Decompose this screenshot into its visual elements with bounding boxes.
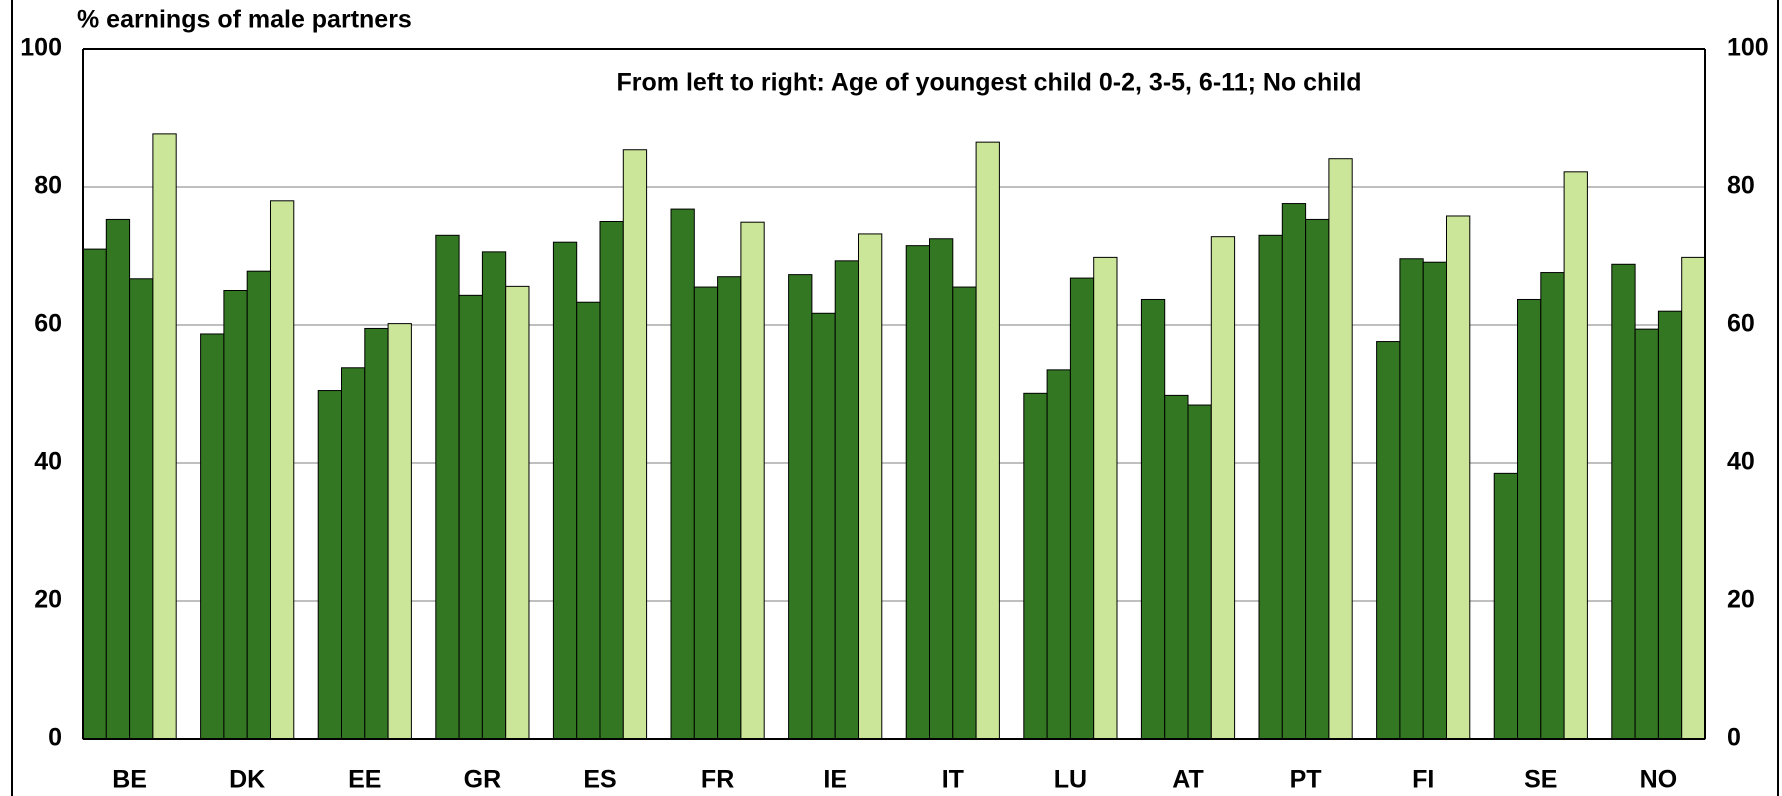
- x-tick-label: SE: [1524, 766, 1557, 794]
- bar: [1258, 234, 1283, 740]
- bar: [717, 276, 742, 740]
- bar: [435, 234, 460, 740]
- bar: [576, 301, 601, 740]
- x-tick-label: IT: [942, 766, 964, 794]
- bar: [1023, 392, 1048, 740]
- y-tick-label: 80: [34, 172, 62, 200]
- y2-tick-label: 40: [1727, 448, 1755, 476]
- bar: [1611, 263, 1636, 740]
- bar: [152, 133, 177, 740]
- bar: [1540, 272, 1565, 740]
- bar: [1493, 472, 1519, 740]
- bar: [129, 278, 154, 740]
- bar: [693, 286, 719, 740]
- y2-tick-label: 100: [1727, 34, 1769, 62]
- y2-tick-label: 0: [1727, 724, 1741, 752]
- bar: [622, 149, 648, 740]
- y-tick-label: 100: [20, 34, 62, 62]
- bar: [975, 141, 1000, 740]
- bar: [952, 286, 977, 740]
- bar: [317, 390, 342, 740]
- x-tick-label: AT: [1172, 766, 1203, 794]
- bar: [788, 274, 813, 740]
- bar: [1446, 215, 1471, 740]
- bar: [1140, 298, 1166, 740]
- y-tick-label: 0: [48, 724, 62, 752]
- bar: [857, 233, 883, 740]
- bar: [1046, 369, 1071, 740]
- bar: [929, 238, 954, 740]
- bar: [364, 327, 389, 740]
- x-tick-label: BE: [112, 766, 147, 794]
- bar: [834, 260, 859, 740]
- bar: [340, 367, 366, 740]
- x-tick-label: FI: [1412, 766, 1434, 794]
- bar: [481, 251, 507, 740]
- bar: [223, 290, 248, 740]
- y-tick-label: 20: [34, 586, 62, 614]
- bar: [387, 323, 412, 740]
- bar: [1164, 394, 1189, 740]
- bar: [1399, 258, 1424, 740]
- bar: [1187, 404, 1212, 740]
- bar: [905, 245, 931, 740]
- bar: [1305, 218, 1330, 740]
- bar: [1517, 298, 1542, 740]
- x-tick-label: IE: [823, 766, 847, 794]
- bar: [246, 270, 271, 740]
- bar: [269, 200, 295, 740]
- x-tick-label: PT: [1290, 766, 1322, 794]
- bar: [811, 312, 836, 740]
- bar: [505, 285, 530, 740]
- bar: [1328, 158, 1353, 740]
- y2-tick-label: 60: [1727, 310, 1755, 338]
- x-tick-label: DK: [229, 766, 265, 794]
- bar: [552, 241, 578, 740]
- bar: [105, 218, 131, 740]
- bar: [1634, 328, 1659, 740]
- bar: [458, 294, 483, 740]
- y-tick-label: 40: [34, 448, 62, 476]
- bar: [670, 208, 695, 740]
- x-tick-label: FR: [701, 766, 734, 794]
- x-tick-label: EE: [348, 766, 381, 794]
- x-tick-label: ES: [583, 766, 616, 794]
- bar: [1657, 310, 1683, 740]
- chart-title: % earnings of male partners: [77, 6, 412, 34]
- bar: [1563, 171, 1588, 740]
- bar: [1281, 203, 1307, 740]
- x-tick-label: NO: [1640, 766, 1678, 794]
- x-tick-label: LU: [1054, 766, 1087, 794]
- bar: [740, 221, 765, 740]
- bar: [200, 333, 225, 740]
- bar: [1069, 277, 1095, 740]
- bar: [599, 221, 624, 740]
- bar: [1210, 236, 1236, 740]
- annotation: From left to right: Age of youngest chil…: [617, 69, 1362, 97]
- y-tick-label: 60: [34, 310, 62, 338]
- y2-tick-label: 80: [1727, 172, 1755, 200]
- bar: [1681, 256, 1706, 740]
- y2-tick-label: 20: [1727, 586, 1755, 614]
- bar: [1422, 261, 1448, 740]
- bar: [1376, 341, 1401, 740]
- bar: [1093, 256, 1118, 740]
- bar: [82, 248, 107, 740]
- x-tick-label: GR: [464, 766, 502, 794]
